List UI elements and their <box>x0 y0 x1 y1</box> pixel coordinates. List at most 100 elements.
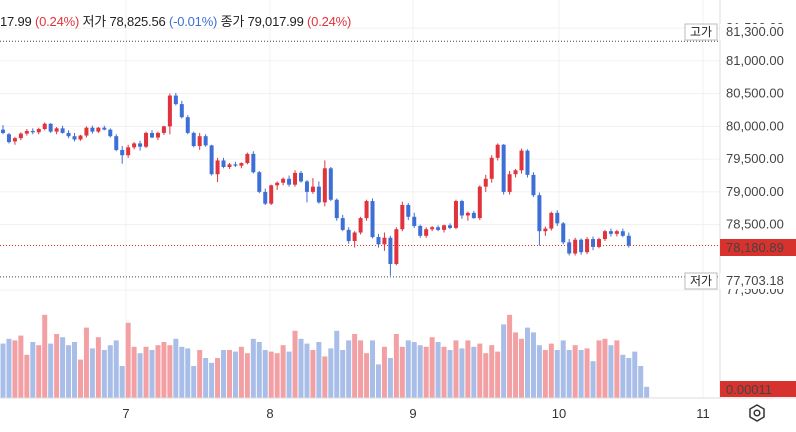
close-label: 종가 <box>220 14 245 29</box>
volume-bar <box>620 354 626 398</box>
volume-bar <box>191 366 197 398</box>
volume-bar <box>340 350 346 398</box>
candle <box>173 92 178 106</box>
candle <box>531 172 536 198</box>
volume-bar <box>501 324 507 398</box>
candle <box>197 132 202 150</box>
volume-bar <box>513 332 519 398</box>
candle <box>418 224 423 238</box>
candle <box>179 100 184 119</box>
low-label: 저가 <box>82 14 107 29</box>
volume-tag: 0.00011 <box>720 381 796 397</box>
volume-bar <box>256 342 262 398</box>
candle <box>501 144 506 195</box>
volume-bar <box>66 345 72 398</box>
last-price-value: 78,180.89 <box>726 240 784 255</box>
candle <box>573 237 578 256</box>
candle <box>453 199 458 230</box>
candle <box>155 131 160 141</box>
candle <box>430 225 435 232</box>
volume-bar <box>48 343 54 398</box>
volume-bar <box>536 345 542 398</box>
candle <box>257 170 262 194</box>
volume-bar <box>244 353 250 398</box>
volume-bar <box>328 348 334 398</box>
candle <box>591 236 596 251</box>
volume-value: 0.00011 <box>726 382 772 397</box>
high-marker-label: 고가 <box>690 25 712 39</box>
volume-bar <box>30 342 36 398</box>
volume-bar <box>215 358 221 398</box>
price-tick-label: 78,500.00 <box>726 217 784 232</box>
volume-bar <box>286 351 292 398</box>
candle <box>126 144 131 158</box>
volume-bar <box>173 338 179 398</box>
candle <box>185 115 190 135</box>
candle <box>358 216 363 235</box>
price-axis[interactable]: 81,500.0081,000.0080,500.0080,000.0079,5… <box>719 0 784 398</box>
volume-bar <box>524 327 530 398</box>
volume-bar <box>477 343 483 398</box>
candle <box>54 127 59 135</box>
gear-icon[interactable] <box>749 404 765 422</box>
volume-bar <box>602 338 608 398</box>
candle <box>525 149 530 178</box>
candle <box>239 162 244 169</box>
price-axis-ticks: 81,500.0081,000.0080,500.0080,000.0079,5… <box>726 20 784 297</box>
candle <box>448 223 452 230</box>
candle <box>310 178 315 194</box>
volume-bar <box>358 340 364 398</box>
candle <box>597 237 601 249</box>
candle <box>36 127 41 135</box>
candle <box>233 161 238 167</box>
candle <box>477 185 482 221</box>
volume-bar <box>89 348 95 398</box>
volume-bar <box>185 348 191 398</box>
candle <box>78 134 83 141</box>
candle <box>442 224 447 233</box>
candle <box>1 125 5 135</box>
candle <box>263 188 268 205</box>
candle <box>245 152 250 165</box>
volume-bar <box>36 345 42 398</box>
volume-bar <box>393 334 399 398</box>
volume-bar <box>42 314 48 398</box>
candle <box>346 227 351 244</box>
candle <box>543 226 548 236</box>
volume-bar <box>590 361 596 398</box>
volume-bar <box>459 348 465 398</box>
volume-bar <box>465 340 471 398</box>
low-marker-label: 저가 <box>690 274 712 288</box>
time-axis[interactable]: 7 8 9 10 11 <box>0 397 796 421</box>
close-change: (0.24%) <box>307 14 352 29</box>
candle <box>269 184 274 205</box>
volume-bar <box>60 337 66 398</box>
volume-bar <box>143 346 149 398</box>
volume-bar <box>238 346 244 398</box>
candle <box>304 180 309 203</box>
candle <box>370 198 375 239</box>
candle <box>275 181 280 190</box>
candle <box>495 143 500 161</box>
volume-bar <box>280 345 286 398</box>
volume-bar <box>101 350 107 398</box>
candle <box>42 122 47 131</box>
open-change: (0.24%) <box>34 14 80 29</box>
candle <box>161 125 166 135</box>
candle <box>537 192 542 246</box>
candle <box>626 232 631 248</box>
volume-bar <box>197 350 203 398</box>
volume-bar <box>507 314 513 398</box>
candle <box>299 170 303 183</box>
price-tick-label: 80,500.00 <box>726 86 784 101</box>
volume-bar <box>316 342 322 398</box>
volume-bar <box>0 343 6 398</box>
candle <box>519 148 524 174</box>
volume-bar <box>95 337 101 398</box>
volume-bar <box>638 366 644 398</box>
price-candles[interactable] <box>1 92 631 276</box>
candle <box>215 157 220 183</box>
candle <box>322 160 327 207</box>
volume-bar <box>447 350 453 398</box>
